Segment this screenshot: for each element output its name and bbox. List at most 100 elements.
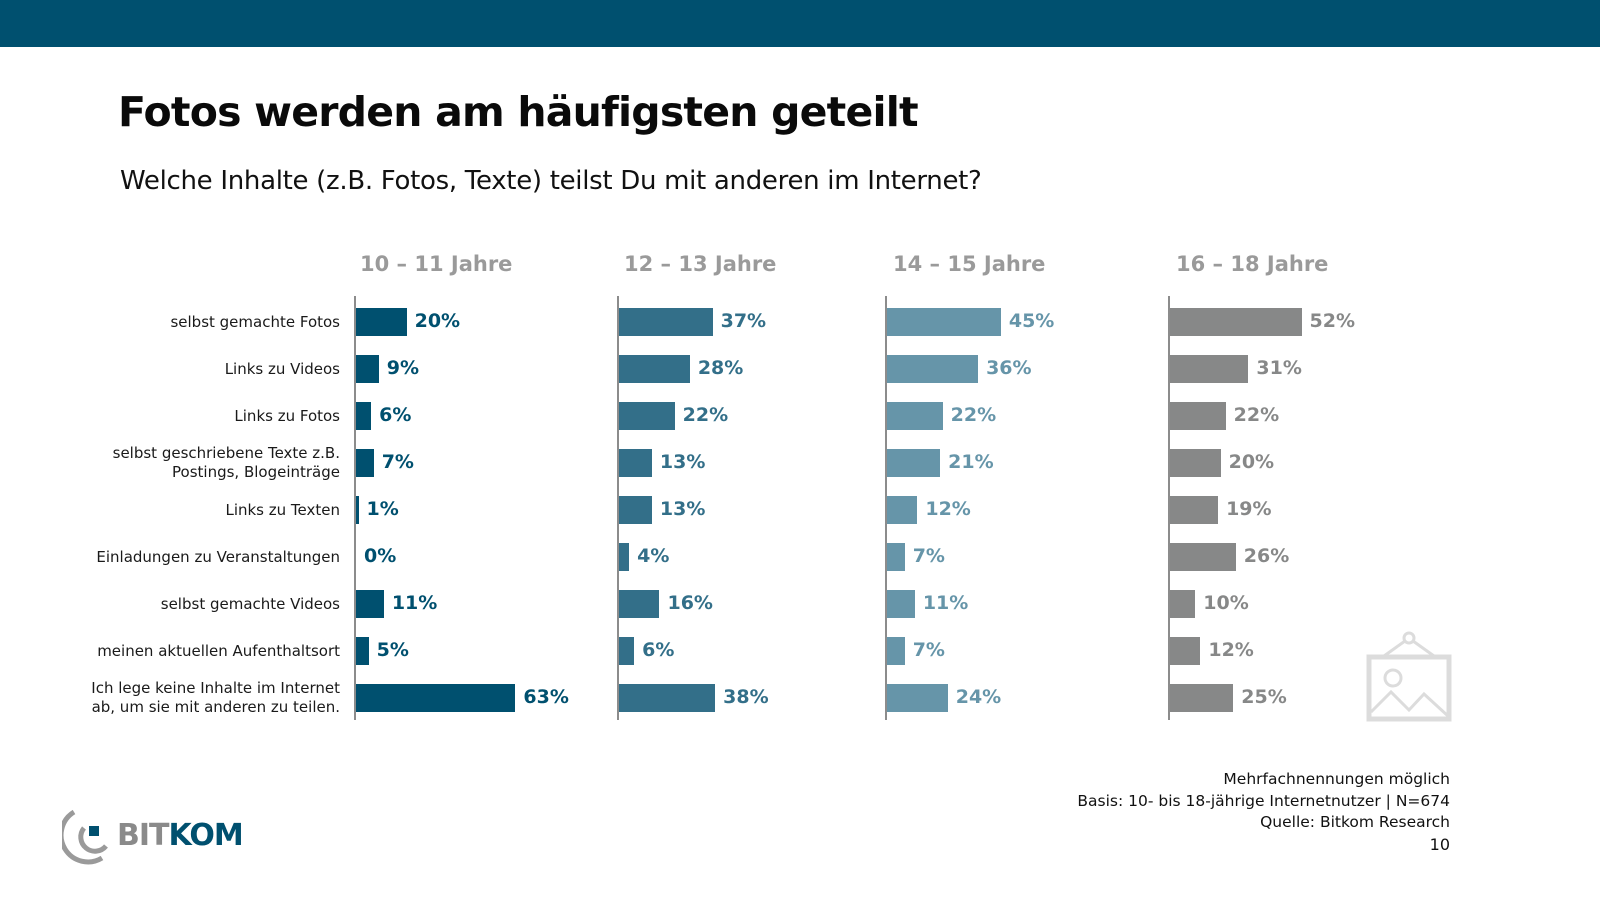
category-label-line: Links zu Fotos bbox=[234, 406, 340, 425]
bar bbox=[619, 355, 690, 383]
bar bbox=[1170, 496, 1219, 524]
data-label: 20% bbox=[1228, 451, 1275, 473]
data-label: 28% bbox=[697, 357, 744, 379]
category-label: meinen aktuellen Aufenthaltsort bbox=[40, 642, 340, 661]
category-axis bbox=[617, 296, 619, 720]
bar bbox=[1170, 449, 1221, 477]
data-label: 26% bbox=[1243, 545, 1290, 567]
page-number: 10 bbox=[1429, 835, 1450, 854]
category-label-line: Postings, Blogeinträge bbox=[172, 463, 340, 481]
data-label: 6% bbox=[642, 639, 675, 661]
bar bbox=[619, 496, 652, 524]
bar bbox=[356, 496, 359, 524]
data-label: 52% bbox=[1309, 310, 1356, 332]
category-axis bbox=[1168, 296, 1170, 720]
bar bbox=[887, 449, 941, 477]
data-label: 7% bbox=[912, 545, 945, 567]
bar bbox=[887, 496, 918, 524]
bar bbox=[356, 308, 407, 336]
bar bbox=[1170, 637, 1201, 665]
data-label: 1% bbox=[366, 498, 399, 520]
category-label-line: Links zu Videos bbox=[224, 359, 340, 378]
data-label: 11% bbox=[391, 592, 438, 614]
data-label: 31% bbox=[1256, 357, 1302, 379]
category-label: selbst geschriebene Texte z.B. Postings, … bbox=[40, 444, 340, 482]
data-label: 0% bbox=[364, 545, 397, 567]
data-label: 7% bbox=[381, 451, 414, 473]
data-label: 22% bbox=[1233, 404, 1280, 426]
data-label: 22% bbox=[950, 404, 997, 426]
bar bbox=[619, 402, 675, 430]
data-label: 22% bbox=[682, 404, 729, 426]
footnote-source: Quelle: Bitkom Research bbox=[1260, 813, 1450, 831]
data-label: 12% bbox=[925, 498, 971, 520]
data-label: 13% bbox=[659, 451, 706, 473]
data-label: 9% bbox=[386, 357, 420, 379]
bar bbox=[619, 684, 716, 712]
footnote-multiple-answers: Mehrfachnennungen möglich bbox=[1223, 770, 1450, 788]
bar bbox=[619, 449, 652, 477]
data-label: 24% bbox=[955, 686, 1002, 708]
category-label-line: selbst gemachte Fotos bbox=[170, 312, 340, 331]
bar bbox=[619, 590, 660, 618]
bar bbox=[887, 637, 905, 665]
category-label-line: ab, um sie mit anderen zu teilen. bbox=[91, 698, 340, 716]
data-label: 63% bbox=[523, 686, 569, 708]
data-label: 19% bbox=[1226, 498, 1272, 520]
bar bbox=[356, 590, 384, 618]
picture-placeholder-icon bbox=[1366, 631, 1452, 722]
category-label-line: Ich lege keine Inhalte im Internet bbox=[91, 679, 340, 697]
series-header: 14 – 15 Jahre bbox=[893, 252, 1046, 276]
page-title: Fotos werden am häufigsten geteilt bbox=[118, 88, 919, 136]
bar bbox=[887, 543, 905, 571]
bar bbox=[887, 308, 1001, 336]
bar bbox=[887, 355, 979, 383]
bar bbox=[619, 543, 630, 571]
category-label-line: meinen aktuellen Aufenthaltsort bbox=[97, 641, 340, 660]
category-axis bbox=[885, 296, 887, 720]
bar bbox=[1170, 543, 1236, 571]
data-label: 21% bbox=[948, 451, 994, 473]
data-label: 37% bbox=[720, 310, 767, 332]
category-label-line: selbst gemachte Videos bbox=[160, 594, 340, 613]
bar bbox=[1170, 402, 1226, 430]
bar bbox=[887, 590, 915, 618]
category-label: Einladungen zu Veranstaltungen bbox=[40, 548, 340, 567]
logo-text-kom: KOM bbox=[168, 818, 244, 853]
data-label: 7% bbox=[912, 639, 945, 661]
logo-text-bit: BIT bbox=[117, 818, 169, 853]
data-label: 20% bbox=[414, 310, 461, 332]
bar bbox=[1170, 355, 1249, 383]
data-label: 16% bbox=[667, 592, 713, 614]
bar bbox=[356, 402, 372, 430]
footnote-basis: Basis: 10- bis 18-jährige Internetnutzer… bbox=[1077, 791, 1450, 810]
bar bbox=[1170, 590, 1196, 618]
bar bbox=[887, 684, 948, 712]
category-label-line: Links zu Texten bbox=[225, 500, 340, 519]
data-label: 11% bbox=[922, 592, 969, 614]
category-label: Links zu Videos bbox=[40, 360, 340, 379]
category-label: Links zu Texten bbox=[40, 501, 340, 520]
bar bbox=[356, 355, 379, 383]
bar bbox=[887, 402, 943, 430]
data-label: 4% bbox=[637, 545, 670, 567]
category-label: Ich lege keine Inhalte im Internet ab, um… bbox=[40, 679, 340, 717]
category-label: Links zu Fotos bbox=[40, 407, 340, 426]
data-label: 45% bbox=[1008, 310, 1055, 332]
category-label-line: selbst geschriebene Texte z.B. bbox=[112, 444, 340, 462]
bar bbox=[1170, 684, 1234, 712]
category-axis bbox=[354, 296, 356, 720]
data-label: 13% bbox=[659, 498, 706, 520]
data-label: 38% bbox=[723, 686, 769, 708]
data-label: 36% bbox=[986, 357, 1032, 379]
bar bbox=[619, 637, 635, 665]
category-label: selbst gemachte Fotos bbox=[40, 313, 340, 332]
bar bbox=[356, 637, 369, 665]
bitkom-logo: BITKOM bbox=[58, 806, 252, 866]
page-subtitle: Welche Inhalte (z.B. Fotos, Texte) teils… bbox=[120, 166, 982, 196]
bar bbox=[356, 449, 374, 477]
data-label: 5% bbox=[376, 639, 409, 661]
category-label: selbst gemachte Videos bbox=[40, 595, 340, 614]
series-header: 12 – 13 Jahre bbox=[624, 252, 777, 276]
top-banner bbox=[0, 0, 1600, 47]
